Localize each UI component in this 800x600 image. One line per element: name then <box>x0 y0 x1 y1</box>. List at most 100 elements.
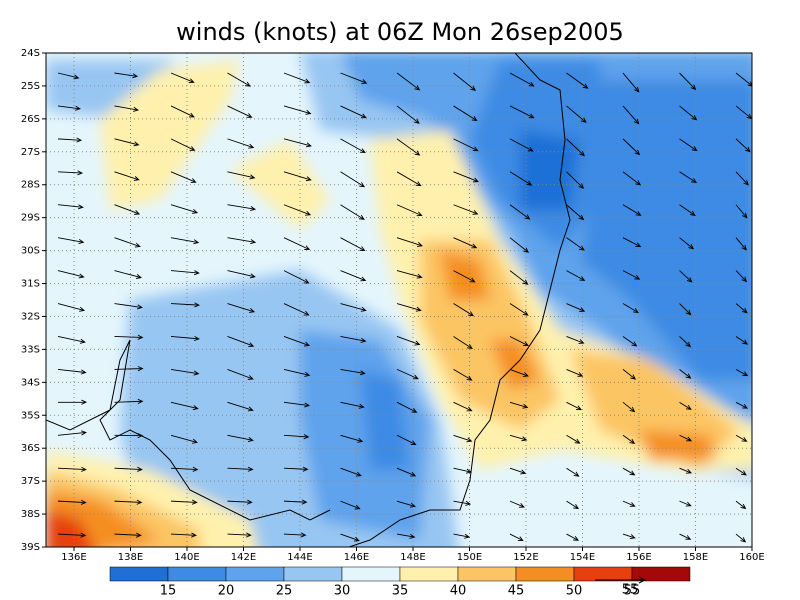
wind-arrow <box>170 335 200 342</box>
wind-arrow <box>679 72 697 91</box>
wind-arrow <box>453 434 473 443</box>
colorbar-label: 55 <box>624 584 641 599</box>
reference-arrow <box>595 576 647 584</box>
wind-arrow <box>170 466 199 472</box>
wind-arrow <box>114 303 143 310</box>
wind-arrow <box>453 105 478 122</box>
wind-arrow <box>566 138 585 157</box>
wind-arrow <box>735 204 748 219</box>
wind-arrow <box>622 336 638 347</box>
wind-arrow <box>509 204 531 220</box>
colorbar-label: 50 <box>566 584 583 599</box>
lat-label: 30S <box>21 246 40 257</box>
wind-arrow <box>396 467 417 477</box>
colorbar-box <box>399 566 459 582</box>
wind-arrow <box>679 171 697 184</box>
wind-arrow <box>340 401 365 409</box>
wind-arrow <box>622 72 640 93</box>
lat-label: 36S <box>21 443 40 454</box>
wind-arrow <box>735 500 747 510</box>
wind-arrow <box>509 171 533 186</box>
lat-label: 31S <box>21 279 40 290</box>
lon-label: 156E <box>626 552 651 563</box>
wind-arrow <box>340 467 362 477</box>
wind-speed-field <box>46 53 752 547</box>
wind-arrow <box>396 270 423 279</box>
wind-arrow <box>566 533 580 541</box>
contour-fill <box>46 53 752 547</box>
lon-label: 138E <box>118 552 143 563</box>
wind-arrow <box>622 467 636 476</box>
map-title: winds (knots) at 06Z Mon 26sep2005 <box>176 18 624 46</box>
wind-arrow <box>453 467 472 474</box>
lat-label: 39S <box>21 542 40 553</box>
wind-arrow <box>679 369 692 379</box>
lat-label: 34S <box>21 377 40 388</box>
wind-arrow <box>170 72 195 84</box>
lon-label: 146E <box>344 552 369 563</box>
wind-arrow <box>227 270 256 279</box>
wind-arrow <box>114 138 140 147</box>
colorbar-box <box>515 566 575 582</box>
wind-arrow <box>57 532 87 538</box>
wind-arrow <box>735 401 749 409</box>
wind-arrow <box>509 533 524 541</box>
wind-arrow <box>396 171 422 187</box>
wind-arrow <box>396 336 421 346</box>
wind-arrow <box>227 499 253 505</box>
wind-arrow <box>396 204 423 217</box>
colorbar-label: 25 <box>276 584 293 599</box>
colorbar-label: 40 <box>450 584 467 599</box>
wind-arrow <box>283 434 310 440</box>
wind-arrow <box>114 105 140 112</box>
wind-arrow <box>227 466 254 472</box>
wind-arrow <box>114 466 143 472</box>
wind-arrow <box>227 105 253 118</box>
wind-arrow <box>396 72 421 91</box>
lat-label: 25S <box>21 81 40 92</box>
colorbar-label: 30 <box>334 584 351 599</box>
wind-arrow <box>114 398 144 405</box>
wind-arrow <box>453 171 480 183</box>
wind-arrow <box>679 500 692 507</box>
wind-arrow <box>679 434 693 442</box>
wind-arrow <box>622 303 639 313</box>
wind-arrow <box>679 237 695 250</box>
lon-label: 152E <box>513 552 538 563</box>
wind-arrow <box>622 401 636 413</box>
colorbar-box <box>283 566 343 582</box>
wind-arrow <box>566 237 585 251</box>
wind-arrow <box>57 204 84 210</box>
wind-arrow <box>509 434 528 442</box>
wind-arrow <box>57 137 83 143</box>
wind-arrow <box>622 270 641 280</box>
wind-arrow <box>114 334 144 340</box>
wind-arrow <box>340 303 367 312</box>
lon-label: 144E <box>287 552 312 563</box>
wind-arrow <box>735 171 749 186</box>
colorbar-label: 45 <box>508 584 525 599</box>
wind-arrow <box>170 302 201 308</box>
wind-arrow <box>453 369 473 381</box>
wind-arrow <box>170 204 199 214</box>
wind-arrow <box>735 138 751 153</box>
wind-arrow <box>566 105 587 123</box>
wind-arrow <box>340 336 367 343</box>
plot-frame <box>45 52 753 548</box>
lon-label: 142E <box>231 552 256 563</box>
wind-arrow <box>57 430 87 436</box>
wind-vectors <box>57 72 752 543</box>
wind-arrow <box>170 171 197 183</box>
lat-label: 26S <box>21 114 40 125</box>
wind-arrow <box>396 303 422 312</box>
wind-arrow <box>735 467 747 476</box>
colorbar-box <box>341 566 401 582</box>
wind-arrow <box>114 499 143 505</box>
wind-arrow <box>453 270 476 283</box>
wind-arrow <box>622 138 641 156</box>
wind-arrow <box>566 401 582 411</box>
wind-arrow <box>283 72 311 84</box>
wind-arrow <box>340 533 360 542</box>
wind-arrow <box>453 303 475 317</box>
lat-label: 27S <box>21 147 40 158</box>
